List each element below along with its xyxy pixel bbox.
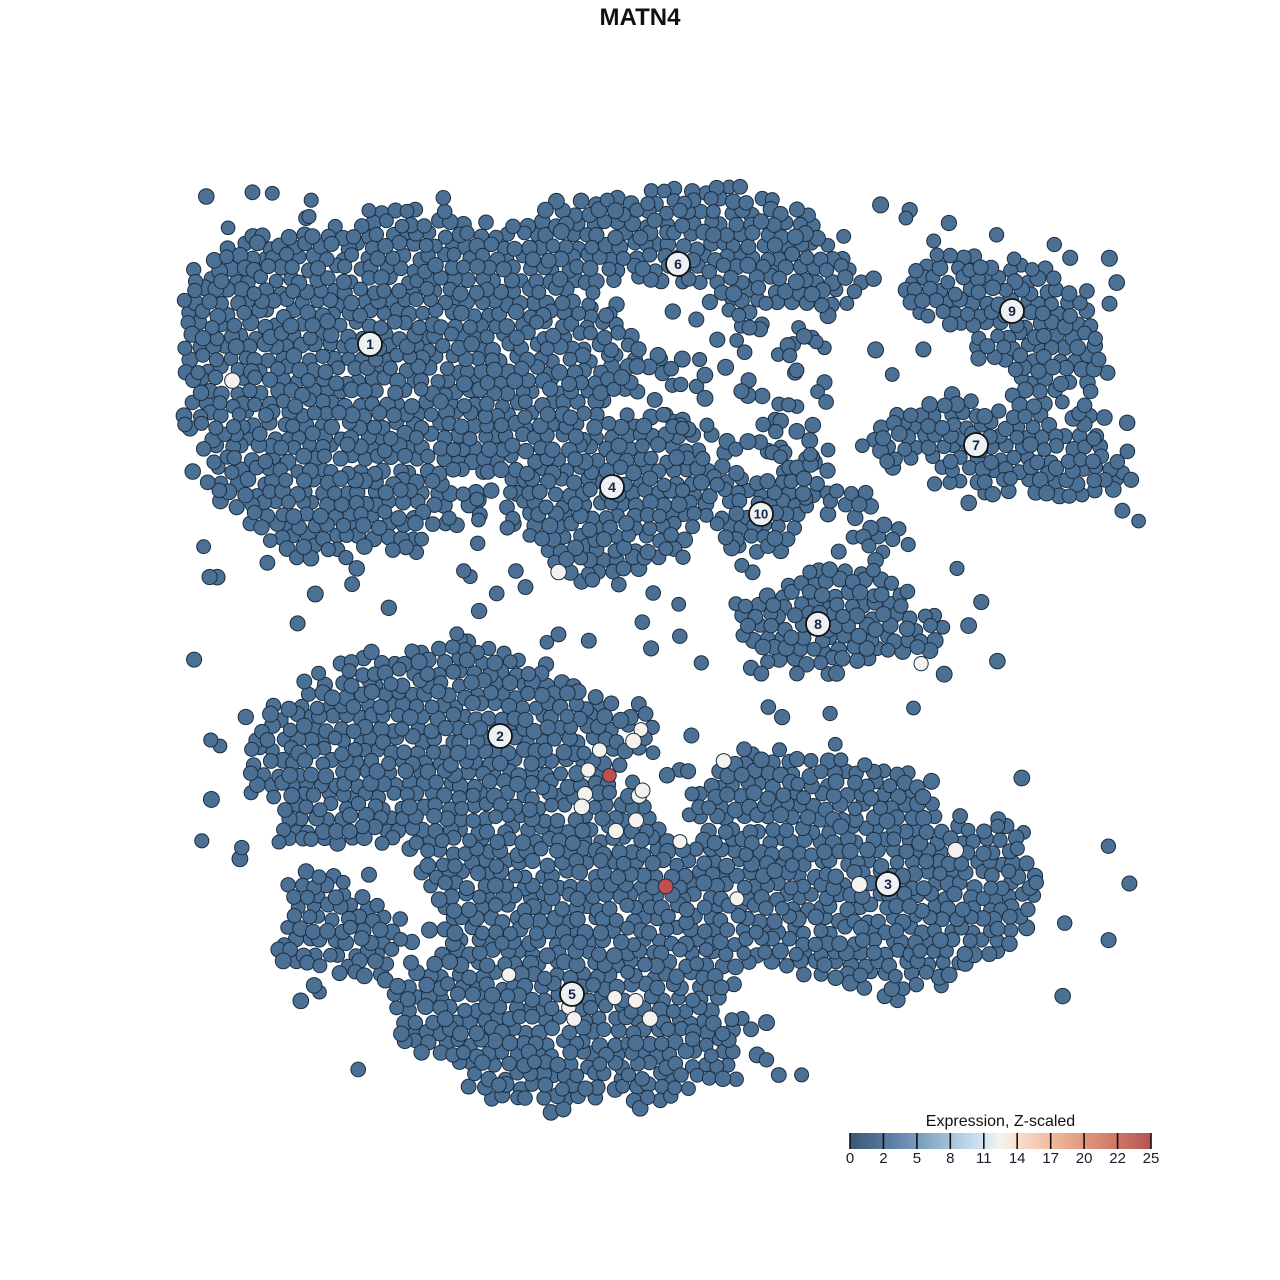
svg-text:2: 2 — [879, 1150, 887, 1167]
svg-text:25: 25 — [1143, 1150, 1160, 1167]
svg-text:2: 2 — [496, 728, 504, 744]
svg-text:14: 14 — [1009, 1150, 1026, 1167]
svg-text:22: 22 — [1109, 1150, 1126, 1167]
svg-text:8: 8 — [946, 1150, 954, 1167]
svg-text:3: 3 — [884, 876, 892, 892]
svg-text:8: 8 — [814, 616, 822, 632]
svg-text:6: 6 — [674, 256, 682, 272]
svg-text:10: 10 — [754, 507, 768, 522]
svg-text:5: 5 — [913, 1150, 921, 1167]
svg-text:4: 4 — [608, 479, 616, 495]
svg-text:11: 11 — [976, 1150, 992, 1167]
svg-text:17: 17 — [1042, 1150, 1059, 1167]
svg-text:Expression, Z-scaled: Expression, Z-scaled — [926, 1113, 1075, 1130]
svg-text:20: 20 — [1076, 1150, 1093, 1167]
svg-text:5: 5 — [568, 986, 576, 1002]
svg-text:0: 0 — [846, 1150, 854, 1167]
svg-text:1: 1 — [366, 336, 374, 352]
svg-text:9: 9 — [1008, 303, 1016, 319]
svg-text:7: 7 — [972, 437, 980, 453]
